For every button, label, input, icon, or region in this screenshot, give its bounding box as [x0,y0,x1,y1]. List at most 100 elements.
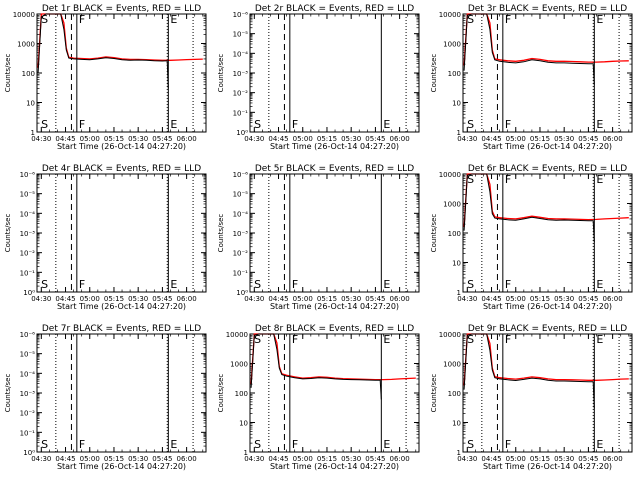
x-tick-label: 05:45 [365,135,385,143]
event-marker-label: F [79,278,85,291]
x-axis-label: Start Time (26-Oct-14 04:27:20) [57,142,186,151]
y-tick-label: 10⁻⁵ [233,191,249,199]
event-marker-label: S [254,118,261,131]
x-axis-label: Start Time (26-Oct-14 04:27:20) [57,462,186,471]
x-tick-label: 05:30 [341,135,361,143]
event-marker-label: S [254,278,261,291]
event-marker-label: F [79,438,85,451]
y-tick-label: 10000 [439,331,461,339]
y-tick-label: 10⁻⁵ [233,31,249,39]
event-marker-label-top: S [467,333,474,346]
x-tick-label: 05:00 [80,135,100,143]
y-tick-label: 10000 [13,11,35,19]
event-marker-label: S [41,118,48,131]
y-tick-label: 100 [448,390,461,398]
y-tick-label: 1000 [443,361,461,369]
event-marker-label-top: S [41,13,48,26]
event-marker-label: F [292,438,298,451]
y-tick-label: 10⁻⁶ [20,171,36,179]
x-axis-label: Start Time (26-Oct-14 04:27:20) [57,302,186,311]
x-axis-label: Start Time (26-Oct-14 04:27:20) [270,142,399,151]
y-tick-label: 10⁻⁴ [20,370,36,378]
x-tick-label: 05:30 [554,295,574,303]
y-tick-label: 10⁰ [236,289,248,297]
panel-title: Det 6r BLACK = Events, RED = LLD [468,164,627,174]
y-tick-label: 1000 [17,41,35,49]
event-marker-label: F [292,278,298,291]
x-tick-label: 05:45 [578,135,598,143]
y-tick-label: 100 [235,390,248,398]
panel-title: Det 2r BLACK = Events, RED = LLD [255,4,414,14]
x-tick-label: 06:00 [390,295,410,303]
x-tick-label: 04:30 [244,135,264,143]
x-tick-label: 05:00 [293,455,313,463]
panel-title: Det 1r BLACK = Events, RED = LLD [42,4,201,14]
event-marker-label: E [170,118,177,131]
x-tick-label: 05:00 [506,135,526,143]
event-marker-label: S [254,438,261,451]
y-axis-label: Counts/sec [4,214,12,253]
event-marker-label: E [383,278,390,291]
y-tick-label: 10⁻² [20,250,36,258]
y-tick-label: 10⁻⁵ [20,191,36,199]
y-tick-label: 10⁻⁶ [20,331,36,339]
x-tick-label: 06:00 [603,135,623,143]
y-tick-label: 10000 [226,331,248,339]
panel-title: Det 4r BLACK = Events, RED = LLD [42,164,201,174]
plot-frame [249,333,420,453]
x-tick-label: 04:30 [31,455,51,463]
chart-panel-8r: Det 8r BLACK = Events, RED = LLD Counts/s… [217,324,420,471]
panel-title: Det 7r BLACK = Events, RED = LLD [42,324,201,334]
x-tick-label: 04:30 [244,295,264,303]
event-marker-label: S [467,278,474,291]
x-tick-label: 05:45 [152,455,172,463]
event-marker-label-top: E [170,13,177,26]
y-tick-label: 10⁰ [236,129,248,137]
event-marker-label: S [41,278,48,291]
y-tick-label: 1 [457,289,461,297]
y-tick-label: 10⁻³ [233,70,249,78]
event-marker-label: F [505,118,511,131]
x-tick-label: 05:15 [317,295,337,303]
x-tick-label: 05:45 [578,455,598,463]
y-tick-label: 1 [457,129,461,137]
event-marker-label: E [596,438,603,451]
x-tick-label: 05:45 [365,455,385,463]
x-tick-label: 06:00 [603,295,623,303]
x-tick-label: 05:00 [80,295,100,303]
chart-panel-3r: Det 3r BLACK = Events, RED = LLD Counts/s… [430,4,633,151]
x-tick-label: 05:45 [152,135,172,143]
y-tick-label: 10⁻⁶ [233,171,249,179]
x-tick-label: 04:30 [31,135,51,143]
x-tick-label: 05:15 [317,455,337,463]
x-tick-label: 06:00 [177,455,197,463]
y-tick-label: 10⁻⁴ [233,210,249,218]
plot-frame [249,173,420,293]
x-tick-label: 04:45 [268,455,288,463]
y-tick-label: 10⁻³ [20,230,36,238]
y-axis-label: Counts/sec [430,54,438,93]
x-tick-label: 05:00 [293,295,313,303]
y-tick-label: 10⁻² [233,250,249,258]
y-tick-label: 1 [457,449,461,457]
x-tick-label: 05:45 [365,295,385,303]
event-marker-label-top: S [467,13,474,26]
series-line-lld [250,333,416,385]
y-axis-label: Counts/sec [4,54,12,93]
y-tick-label: 100 [448,70,461,78]
y-axis-label: Counts/sec [4,374,12,413]
y-tick-label: 10000 [439,11,461,19]
x-tick-label: 04:45 [481,135,501,143]
series-line-lld [463,333,629,386]
series-line-events [37,13,169,89]
panel-title: Det 9r BLACK = Events, RED = LLD [468,324,627,334]
event-marker-label: E [383,118,390,131]
x-tick-label: 05:15 [104,135,124,143]
x-tick-label: 05:30 [128,295,148,303]
x-axis-label: Start Time (26-Oct-14 04:27:20) [270,302,399,311]
plot-frame [36,333,207,453]
x-tick-label: 04:30 [244,455,264,463]
event-marker-label-top: E [596,13,603,26]
y-tick-label: 10⁻¹ [20,269,36,277]
